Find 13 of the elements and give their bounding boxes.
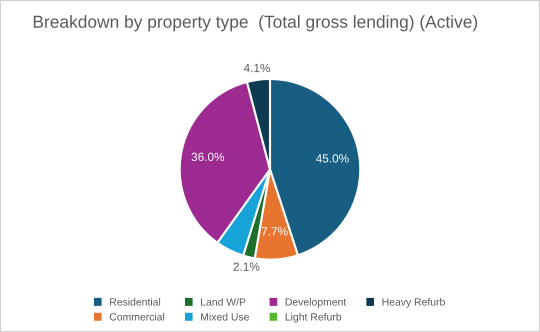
data-label: 45.0% [316, 154, 349, 163]
legend-label: Development [286, 298, 346, 308]
legend-label: Commercial [110, 312, 164, 321]
data-label: 4.1% [244, 64, 270, 72]
data-label: 36.0% [192, 152, 224, 162]
legend-label: Land W/P [201, 298, 246, 306]
legend-label: Residential [110, 298, 160, 306]
legend-label: Light Refurb [286, 312, 342, 323]
data-label: 2.1% [234, 262, 260, 271]
data-label: 7.7% [262, 227, 288, 236]
legend-label: Heavy Refurb [382, 298, 445, 308]
chart-title: Breakdown by property type (Total gross lending) (Active) [34, 15, 478, 32]
legend-label: Mixed Use [201, 312, 249, 321]
